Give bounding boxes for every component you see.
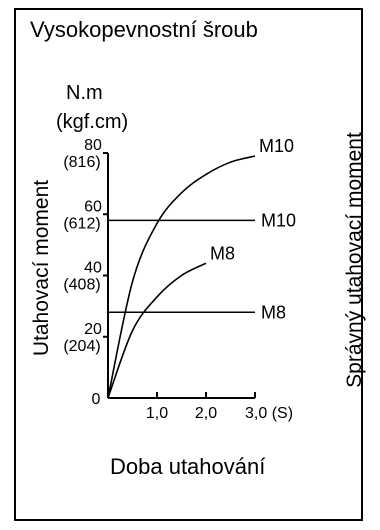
x-tick-label-3: 3,0 (S) [245,405,293,422]
y-tick-label-20: 20 [84,321,102,338]
x-axis-title: Doba utahování [110,454,266,479]
correct-torque-line-m10-label: M10 [261,210,296,230]
figure-frame [14,8,363,521]
tightening-curve-m10-label: M10 [259,136,294,156]
y-tick-sublabel-20: (204) [63,338,100,355]
y-unit-nm: N.m [66,82,103,104]
y-tick-label-60: 60 [84,198,102,215]
y-tick-label-80: 80 [84,137,102,154]
y-unit-kgfcm: (kgf.cm) [56,111,129,133]
correct-torque-line-m8-label: M8 [261,302,286,322]
y-tick-sublabel-80: (816) [63,154,100,171]
figure-title: Vysokopevnostní šroub [30,17,258,42]
tightening-curve-m8-label: M8 [210,243,235,263]
y-tick-label-0: 0 [92,391,101,408]
y-tick-sublabel-60: (612) [63,215,100,232]
y-tick-label-40: 40 [84,260,102,277]
y-tick-sublabel-40: (408) [63,277,100,294]
x-tick-label-1: 1,0 [146,405,168,422]
tightening-curve-m10 [107,155,256,399]
tightening-curve-m8 [107,262,207,399]
x-tick-label-2: 2,0 [195,405,217,422]
